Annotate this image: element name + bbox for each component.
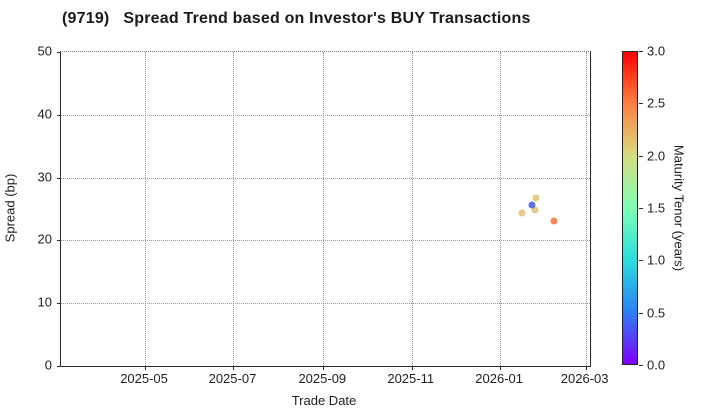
y-tick-mark — [57, 177, 61, 179]
colorbar-tick-label: 0.5 — [647, 305, 666, 321]
x-tick-label: 2026-01 — [475, 371, 523, 386]
colorbar-tick-label: 2.5 — [647, 95, 666, 111]
data-point — [550, 217, 558, 225]
gridline-x-2025-05 — [145, 52, 147, 366]
gridline-x-2025-09 — [323, 52, 325, 366]
colorbar-tick-mark — [639, 51, 643, 52]
x-tick-mark — [411, 366, 413, 370]
y-tick-label: 0 — [44, 357, 52, 373]
colorbar-title: Maturity Tenor (years) — [671, 144, 687, 272]
gridline-y-10 — [61, 303, 590, 305]
gridline-x-2026-01 — [500, 52, 502, 366]
colorbar-tick-mark — [639, 103, 643, 105]
gridline-y-20 — [61, 240, 590, 242]
x-tick-label: 2025-11 — [387, 371, 435, 386]
x-tick-mark — [500, 366, 502, 370]
y-tick-mark — [57, 52, 61, 53]
gridline-y-40 — [61, 114, 590, 116]
colorbar-tick-label: 3.0 — [647, 43, 666, 59]
x-tick-mark — [323, 366, 325, 370]
colorbar-tick-mark — [639, 260, 643, 262]
y-tick-mark — [57, 366, 61, 367]
x-tick-label: 2025-09 — [298, 371, 347, 386]
gridline-x-2025-11 — [411, 52, 413, 366]
colorbar-tick-label: 2.0 — [647, 148, 666, 164]
x-tick-mark — [233, 366, 235, 370]
y-tick-label: 30 — [37, 169, 52, 185]
y-tick-label: 10 — [37, 294, 52, 310]
gridline-x-2026-03 — [585, 52, 587, 366]
chart-title: (9719) Spread Trend based on Investor's … — [62, 10, 531, 27]
plot-area — [57, 51, 591, 370]
colorbar-tick-mark — [639, 155, 643, 157]
data-point — [528, 201, 536, 209]
y-tick-label: 20 — [37, 231, 52, 247]
y-tick-label: 40 — [37, 106, 52, 122]
colorbar-tick-label: 0.0 — [647, 357, 666, 373]
x-tick-label: 2026-03 — [560, 371, 609, 386]
data-point — [532, 194, 540, 202]
colorbar-tick-label: 1.5 — [647, 200, 666, 216]
x-axis-title: Trade Date — [291, 393, 357, 408]
y-tick-mark — [57, 114, 61, 116]
y-tick-label: 50 — [37, 43, 52, 59]
colorbar — [622, 51, 638, 365]
y-tick-mark — [57, 240, 61, 242]
x-tick-label: 2025-05 — [120, 371, 168, 386]
y-tick-mark — [57, 303, 61, 305]
colorbar-tick-label: 1.0 — [647, 252, 666, 268]
x-tick-mark — [585, 366, 587, 370]
x-tick-label: 2025-07 — [208, 371, 257, 386]
data-point — [531, 206, 539, 214]
data-point — [518, 209, 526, 217]
gridline-y-30 — [61, 177, 590, 179]
colorbar-tick-mark — [639, 208, 643, 209]
x-tick-mark — [145, 366, 147, 370]
colorbar-tick-mark — [639, 365, 643, 366]
colorbar-tick-mark — [639, 312, 643, 314]
gridline-x-2025-07 — [233, 52, 235, 366]
